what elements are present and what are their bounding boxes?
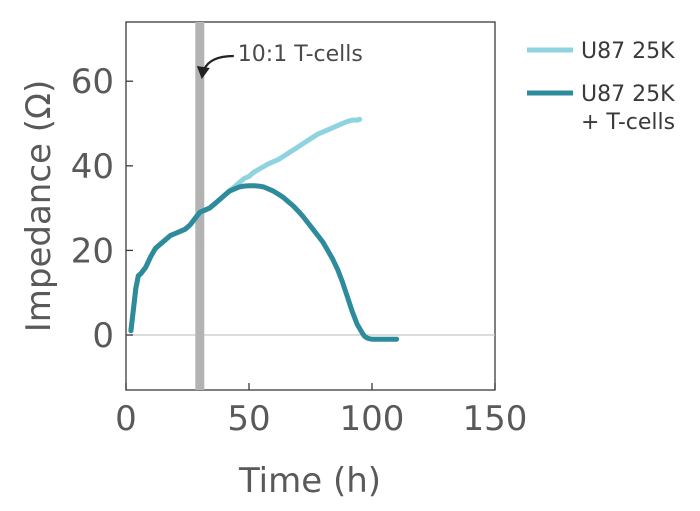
x-axis-title: Time (h) [238,461,381,501]
series-line-2 [128,183,400,342]
tick-layer: 0 50 100 150 0 20 40 60 [71,62,528,439]
series-line-1 [128,116,363,334]
annotation-layer: 10:1 T-cells [196,42,363,79]
x-tick-label: 50 [227,399,270,439]
plot-frame [125,21,496,391]
x-tick-label: 150 [463,399,528,439]
x-tick-label: 0 [115,399,137,439]
tcell-annotation-label: 10:1 T-cells [238,42,363,67]
y-tick-label: 0 [92,316,114,356]
y-axis-title: Impedance (Ω) [19,80,59,333]
legend: U87 25K U87 25K + T-cells [527,39,675,135]
x-tick-label: 100 [340,399,405,439]
series-layer [128,116,400,342]
y-tick-label: 60 [71,62,114,102]
plot-border [125,21,496,391]
legend-label-1: U87 25K [581,39,675,64]
legend-label-2: U87 25K + T-cells [581,82,675,135]
annotation-arrow-head [196,66,210,79]
y-tick-label: 20 [71,231,114,271]
y-tick-label: 40 [71,147,114,187]
